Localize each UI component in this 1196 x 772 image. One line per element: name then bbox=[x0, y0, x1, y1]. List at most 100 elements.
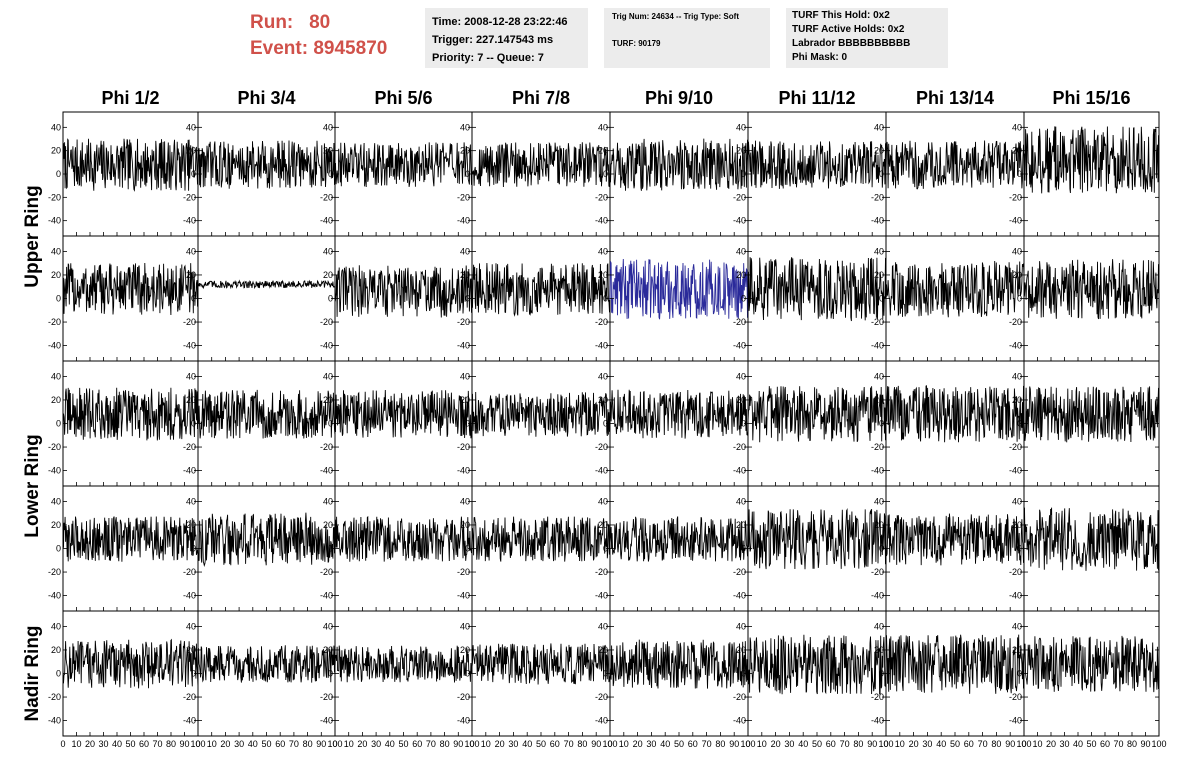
y-tick-label: 40 bbox=[186, 122, 196, 132]
y-tick-label: 0 bbox=[741, 294, 746, 304]
waveform-trace bbox=[334, 389, 473, 439]
y-tick-label: -20 bbox=[48, 692, 61, 702]
y-tick-label: -40 bbox=[595, 341, 608, 351]
x-tick-label: 0 bbox=[1021, 739, 1026, 749]
x-tick-label: 50 bbox=[1086, 739, 1096, 749]
panel-frame bbox=[62, 235, 199, 362]
y-tick-label: 20 bbox=[598, 645, 608, 655]
y-tick-label: 0 bbox=[1017, 544, 1022, 554]
y-tick-label: -20 bbox=[733, 567, 746, 577]
y-tick-label: -20 bbox=[457, 442, 470, 452]
y-tick-label: 40 bbox=[1012, 496, 1022, 506]
y-tick-label: 40 bbox=[736, 246, 746, 256]
y-tick-label: 20 bbox=[51, 395, 61, 405]
panel-2-2: -40 -20 0 20 40 bbox=[320, 360, 473, 487]
waveform-trace bbox=[1023, 126, 1160, 194]
waveform-trace bbox=[197, 389, 336, 439]
x-tick-label: 30 bbox=[1059, 739, 1069, 749]
waveform-trace bbox=[62, 516, 199, 562]
y-tick-label: -40 bbox=[733, 591, 746, 601]
column-label: Phi 7/8 bbox=[512, 88, 570, 108]
x-tick-label: 30 bbox=[922, 739, 932, 749]
panel-0-5: -40 -20 0 20 40 bbox=[733, 111, 887, 237]
y-tick-label: 20 bbox=[460, 395, 470, 405]
y-tick-label: -40 bbox=[457, 341, 470, 351]
waveform-trace bbox=[197, 279, 336, 290]
waveform-trace bbox=[334, 142, 473, 188]
time-info-box: Time: 2008-12-28 23:22:46 Trigger: 227.1… bbox=[425, 8, 588, 68]
x-tick-label: 90 bbox=[179, 739, 189, 749]
x-tick-label: 100 bbox=[740, 739, 755, 749]
panel-1-3: -40 -20 0 20 40 bbox=[457, 235, 611, 362]
panel-2-5: -40 -20 0 20 40 bbox=[733, 360, 887, 487]
panel-2-7: -40 -20 0 20 40 bbox=[1009, 360, 1160, 487]
y-tick-label: -20 bbox=[183, 192, 196, 202]
panel-0-2: -40 -20 0 20 40 bbox=[320, 111, 473, 237]
y-tick-label: 20 bbox=[323, 146, 333, 156]
x-tick-label: 0 bbox=[60, 739, 65, 749]
y-tick-label: 0 bbox=[879, 669, 884, 679]
x-tick-label: 30 bbox=[234, 739, 244, 749]
y-tick-label: 20 bbox=[874, 645, 884, 655]
y-tick-label: 20 bbox=[51, 270, 61, 280]
x-tick-label: 100 bbox=[327, 739, 342, 749]
x-tick-label: 60 bbox=[1100, 739, 1110, 749]
y-tick-label: 0 bbox=[191, 544, 196, 554]
waveform-trace bbox=[747, 386, 887, 443]
x-tick-label: 10 bbox=[895, 739, 905, 749]
panel-1-4: -40 -20 0 20 40 bbox=[595, 235, 749, 362]
y-tick-label: 0 bbox=[465, 544, 470, 554]
panel-frame bbox=[197, 111, 336, 237]
y-tick-label: 40 bbox=[1012, 371, 1022, 381]
y-tick-label: 20 bbox=[598, 395, 608, 405]
y-tick-label: 20 bbox=[874, 395, 884, 405]
y-tick-label: -40 bbox=[48, 716, 61, 726]
waveform-trace bbox=[471, 516, 611, 562]
y-tick-label: 20 bbox=[736, 520, 746, 530]
x-tick-label: 0 bbox=[332, 739, 337, 749]
x-tick-label: 60 bbox=[550, 739, 560, 749]
panel-frame bbox=[747, 610, 887, 737]
priority-text: Priority: 7 -- Queue: 7 bbox=[432, 52, 544, 64]
y-tick-label: 0 bbox=[328, 544, 333, 554]
panel-3-2: -40 -20 0 20 40 bbox=[320, 485, 473, 612]
y-tick-label: -20 bbox=[871, 192, 884, 202]
y-tick-label: -40 bbox=[1009, 591, 1022, 601]
phi-mask-text: Phi Mask: 0 bbox=[792, 52, 848, 63]
y-tick-label: -40 bbox=[1009, 341, 1022, 351]
y-tick-label: 20 bbox=[323, 270, 333, 280]
x-tick-label: 90 bbox=[867, 739, 877, 749]
y-tick-label: 0 bbox=[1017, 169, 1022, 179]
y-tick-label: 40 bbox=[1012, 246, 1022, 256]
y-tick-label: -40 bbox=[183, 591, 196, 601]
run-label: Run: bbox=[250, 12, 294, 33]
waveform-trace bbox=[747, 634, 887, 695]
y-tick-label: -40 bbox=[457, 466, 470, 476]
y-tick-label: 40 bbox=[874, 496, 884, 506]
y-tick-label: 20 bbox=[186, 270, 196, 280]
x-tick-label: 10 bbox=[207, 739, 217, 749]
turf-info-box: TURF This Hold: 0x2 TURF Active Holds: 0… bbox=[786, 8, 948, 68]
panel-0-6: -40 -20 0 20 40 bbox=[871, 111, 1025, 237]
x-tick-label: 10 bbox=[619, 739, 629, 749]
y-tick-label: 20 bbox=[51, 146, 61, 156]
x-tick-label: 90 bbox=[453, 739, 463, 749]
waveform-trace bbox=[609, 389, 749, 439]
row-label: Lower Ring bbox=[22, 434, 43, 537]
y-tick-label: 0 bbox=[191, 419, 196, 429]
y-tick-label: -40 bbox=[733, 466, 746, 476]
panel-1-1: -40 -20 0 20 40 bbox=[183, 235, 336, 362]
turf-this-hold-text: TURF This Hold: 0x2 bbox=[792, 10, 890, 21]
waveform-trace bbox=[62, 262, 199, 316]
x-tick-label: 50 bbox=[398, 739, 408, 749]
y-tick-label: -20 bbox=[1009, 317, 1022, 327]
y-tick-label: 20 bbox=[186, 395, 196, 405]
x-tick-label: 60 bbox=[688, 739, 698, 749]
y-tick-label: -20 bbox=[595, 192, 608, 202]
y-tick-label: 0 bbox=[465, 669, 470, 679]
y-tick-label: -20 bbox=[595, 442, 608, 452]
y-tick-label: 20 bbox=[323, 645, 333, 655]
